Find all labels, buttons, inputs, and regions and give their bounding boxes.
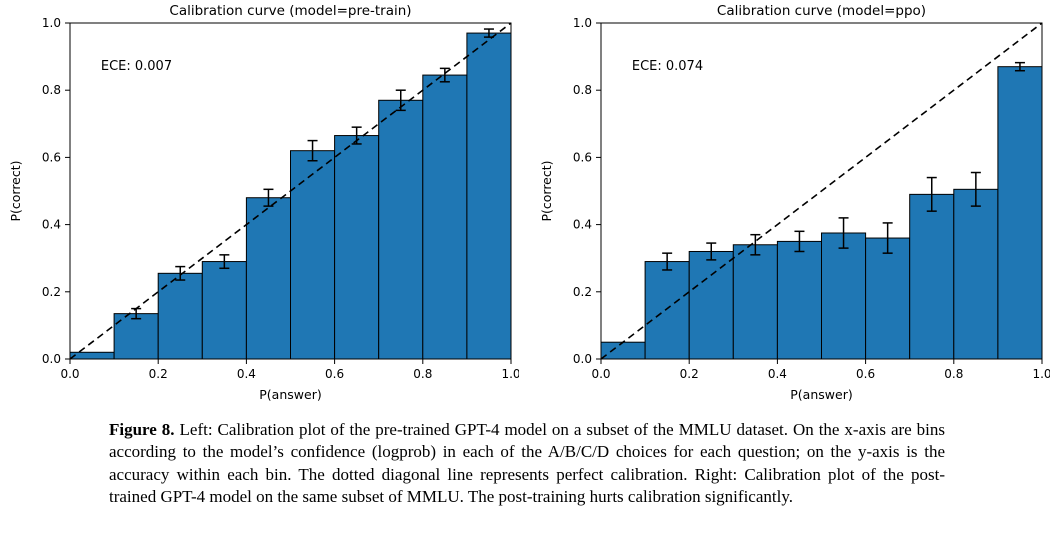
perfect-calibration-line	[600, 22, 1043, 360]
x-tick-label: 1.0	[1032, 367, 1050, 381]
y-tick-label: 0.8	[573, 83, 592, 97]
ece-annotation: ECE: 0.074	[632, 59, 703, 74]
chart-title: Calibration curve (model=pre-train)	[169, 3, 411, 19]
x-axis-label: P(answer)	[259, 387, 321, 402]
calibration-bar	[113, 313, 159, 360]
x-tick-label: 0.4	[768, 367, 787, 381]
calibration-bar	[466, 32, 512, 360]
y-tick-label: 0.2	[42, 285, 61, 299]
calibration-bar	[245, 197, 291, 360]
charts-row: 0.0 0.2 0.4 0.6 0.8 1.0 0.0 0.2 0.4 0.6 0.8 1.0 P(an…	[8, 3, 1050, 402]
calibration-bar	[997, 66, 1043, 360]
calibration-bar	[953, 188, 999, 360]
y-tick-label: 1.0	[573, 16, 592, 30]
x-tick-label: 0.0	[591, 367, 610, 381]
calibration-bar	[909, 193, 955, 360]
y-axis-label: P(correct)	[539, 160, 554, 221]
y-axis-label: P(correct)	[8, 160, 23, 221]
calibration-bar	[69, 351, 115, 360]
calibration-bar	[334, 135, 380, 360]
y-tick-label: 0.4	[573, 218, 592, 232]
x-tick-label: 0.8	[944, 367, 963, 381]
calibration-bar	[422, 74, 468, 360]
chart-title: Calibration curve (model=ppo)	[717, 3, 926, 19]
x-tick-label: 0.6	[325, 367, 344, 381]
y-tick-label: 0.2	[573, 285, 592, 299]
x-tick-label: 0.6	[856, 367, 875, 381]
calibration-bar	[157, 272, 203, 360]
y-tick-label: 0.8	[42, 83, 61, 97]
calibration-bar	[732, 244, 778, 360]
y-tick-label: 0.6	[42, 150, 61, 164]
axis-frame	[600, 22, 1043, 360]
calibration-chart-ppo: 0.0 0.2 0.4 0.6 0.8 1.0 0.0 0.2 0.4 0.6 0.8 1.0 P(an…	[539, 3, 1050, 402]
calibration-bar	[378, 99, 424, 360]
x-tick-label: 0.0	[60, 367, 79, 381]
y-tick-label: 0.6	[573, 150, 592, 164]
ece-annotation: ECE: 0.007	[101, 59, 172, 74]
x-tick-label: 0.4	[237, 367, 256, 381]
x-tick-label: 0.8	[413, 367, 432, 381]
calibration-bar	[644, 261, 690, 360]
figure-page: 0.0 0.2 0.4 0.6 0.8 1.0 0.0 0.2 0.4 0.6 0.8 1.0 P(an…	[8, 3, 1050, 509]
perfect-calibration-line	[69, 22, 512, 360]
calibration-bar	[865, 237, 911, 360]
y-tick-label: 0.0	[42, 352, 61, 366]
calibration-bar	[600, 341, 646, 360]
x-tick-label: 1.0	[501, 367, 519, 381]
figure-caption-text: Left: Calibration plot of the pre-traine…	[109, 420, 945, 507]
y-tick-label: 0.0	[573, 352, 592, 366]
calibration-bar	[776, 240, 822, 360]
x-axis-label: P(answer)	[790, 387, 852, 402]
figure-caption: Figure 8. Left: Calibration plot of the …	[109, 419, 945, 509]
calibration-bar	[201, 261, 247, 360]
calibration-bar	[290, 150, 336, 360]
calibration-chart-pretrain: 0.0 0.2 0.4 0.6 0.8 1.0 0.0 0.2 0.4 0.6 0.8 1.0 P(an…	[8, 3, 519, 402]
calibration-bar	[688, 250, 734, 360]
axis-frame	[69, 22, 512, 360]
x-tick-label: 0.2	[680, 367, 699, 381]
figure-caption-label: Figure 8.	[109, 420, 175, 439]
calibration-bar	[821, 232, 867, 360]
y-tick-label: 0.4	[42, 218, 61, 232]
y-tick-label: 1.0	[42, 16, 61, 30]
x-tick-label: 0.2	[149, 367, 168, 381]
